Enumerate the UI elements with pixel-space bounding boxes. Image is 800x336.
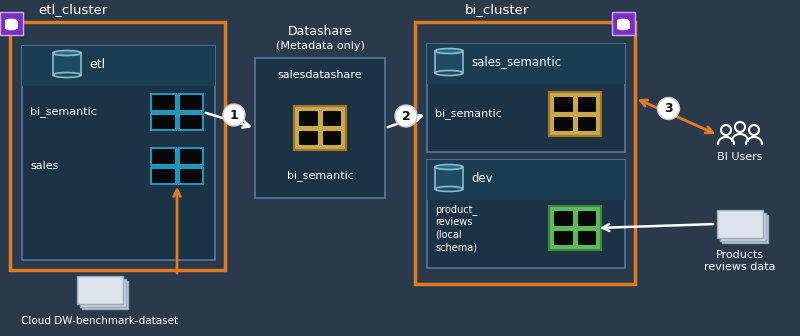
Bar xyxy=(722,215,768,243)
Ellipse shape xyxy=(618,19,629,23)
Bar xyxy=(294,106,346,150)
Bar xyxy=(611,11,634,35)
Bar xyxy=(427,44,625,84)
Text: 2: 2 xyxy=(402,110,410,123)
Bar xyxy=(322,129,342,146)
Bar xyxy=(298,129,318,146)
Circle shape xyxy=(395,105,417,127)
Circle shape xyxy=(223,104,245,126)
Bar xyxy=(77,276,123,304)
Bar xyxy=(549,92,601,136)
Text: etl: etl xyxy=(89,57,105,71)
Bar xyxy=(178,148,203,165)
Bar xyxy=(53,53,81,75)
Text: etl_cluster: etl_cluster xyxy=(38,3,107,16)
Bar xyxy=(151,94,175,111)
Bar xyxy=(151,148,203,184)
Text: (Metadata only): (Metadata only) xyxy=(275,41,365,51)
Bar xyxy=(435,167,463,189)
Ellipse shape xyxy=(618,26,629,30)
Bar xyxy=(553,96,574,113)
Bar xyxy=(298,110,318,126)
Bar xyxy=(427,160,625,200)
Text: sales_semantic: sales_semantic xyxy=(471,55,561,69)
Ellipse shape xyxy=(435,165,463,169)
Text: bi_semantic: bi_semantic xyxy=(435,109,502,120)
Ellipse shape xyxy=(53,73,81,78)
Bar xyxy=(151,94,203,130)
Ellipse shape xyxy=(53,50,81,55)
Bar xyxy=(10,22,225,270)
Bar xyxy=(22,46,215,260)
Bar xyxy=(427,44,625,152)
Bar xyxy=(178,94,203,111)
Bar xyxy=(178,114,203,130)
Text: Products
reviews data: Products reviews data xyxy=(704,250,776,271)
Text: bi_semantic: bi_semantic xyxy=(30,107,97,118)
Text: BI Users: BI Users xyxy=(718,152,762,162)
Text: Datashare: Datashare xyxy=(288,25,352,38)
Text: product_
reviews
(local
schema): product_ reviews (local schema) xyxy=(435,204,478,252)
Bar xyxy=(80,279,126,307)
Bar xyxy=(577,116,597,132)
Bar xyxy=(151,168,175,184)
Bar xyxy=(22,46,215,86)
Bar xyxy=(415,22,635,284)
Text: bi_semantic: bi_semantic xyxy=(286,171,354,181)
Text: 1: 1 xyxy=(230,109,238,122)
Bar xyxy=(435,51,463,73)
Bar xyxy=(720,213,766,241)
Bar xyxy=(577,210,597,226)
Bar xyxy=(577,96,597,113)
Bar xyxy=(553,116,574,132)
Ellipse shape xyxy=(435,186,463,192)
Bar xyxy=(0,11,22,35)
Bar xyxy=(82,281,128,309)
Text: 3: 3 xyxy=(664,102,673,116)
Bar xyxy=(322,110,342,126)
Bar xyxy=(618,21,629,28)
Bar xyxy=(553,229,574,246)
Bar xyxy=(151,114,175,130)
Bar xyxy=(255,58,385,198)
Ellipse shape xyxy=(6,19,17,23)
Bar xyxy=(717,210,763,238)
Bar xyxy=(178,168,203,184)
Ellipse shape xyxy=(6,26,17,30)
Text: Cloud DW-benchmark-dataset: Cloud DW-benchmark-dataset xyxy=(22,316,178,326)
Ellipse shape xyxy=(435,48,463,53)
Text: dev: dev xyxy=(471,171,493,184)
Text: salesdatashare: salesdatashare xyxy=(278,70,362,80)
Bar xyxy=(577,229,597,246)
Circle shape xyxy=(658,97,679,120)
Bar xyxy=(427,160,625,268)
Bar xyxy=(549,206,601,250)
Bar xyxy=(6,21,17,28)
Bar xyxy=(151,148,175,165)
Ellipse shape xyxy=(435,71,463,76)
Text: sales: sales xyxy=(30,161,58,171)
Bar xyxy=(553,210,574,226)
Text: bi_cluster: bi_cluster xyxy=(465,3,530,16)
